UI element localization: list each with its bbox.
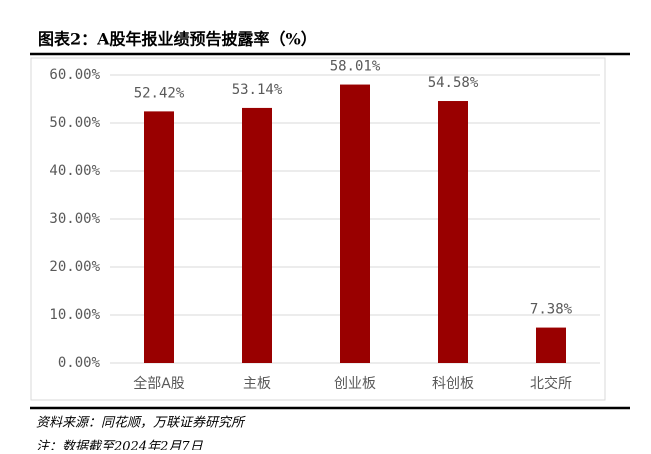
y-tick-label: 60.00%: [49, 67, 100, 83]
y-tick-label: 30.00%: [49, 211, 100, 227]
value-label: 58.01%: [330, 59, 381, 75]
value-label: 54.58%: [428, 75, 479, 91]
value-label: 52.42%: [134, 85, 185, 101]
x-tick-label: 创业板: [334, 376, 376, 392]
note: 注：数据截至2024年2月7日: [36, 440, 204, 451]
bar: [536, 327, 566, 363]
x-tick-label: 主板: [243, 376, 271, 392]
chart-title: 图表2：A股年报业绩预告披露率（%）: [38, 30, 317, 49]
bar: [242, 107, 272, 363]
value-label: 7.38%: [530, 302, 573, 318]
y-tick-label: 10.00%: [49, 307, 100, 323]
chart-frame: [30, 57, 606, 401]
y-tick-label: 40.00%: [49, 163, 100, 179]
x-tick-label: 北交所: [530, 375, 572, 392]
y-tick-label: 0.00%: [58, 355, 101, 371]
x-tick-label: 科创板: [432, 376, 474, 392]
y-tick-label: 20.00%: [49, 259, 100, 275]
y-tick-label: 50.00%: [49, 115, 100, 131]
bar: [340, 84, 370, 363]
bar: [144, 111, 174, 363]
value-label: 53.14%: [232, 82, 283, 98]
x-tick-label: 全部A股: [133, 375, 185, 392]
source: 资料来源：同花顺，万联证券研究所: [36, 415, 246, 431]
bar: [438, 101, 468, 364]
